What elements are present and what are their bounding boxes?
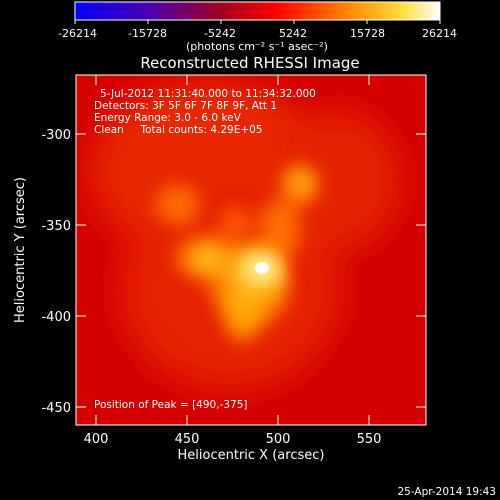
info-total-counts: Clean Total counts: 4.29E+05 <box>94 124 263 136</box>
info-time-range: 5-Jul-2012 11:31:40.000 to 11:34:32.000 <box>100 88 316 100</box>
x-tick-label: 550 <box>357 432 382 447</box>
colorbar-tick-label: 5242 <box>279 27 307 40</box>
peak-position-label: Position of Peak = [490,-375] <box>94 399 248 411</box>
colorbar-tick-label: -26214 <box>58 27 97 40</box>
x-tick-label: 500 <box>266 432 291 447</box>
info-detectors: Detectors: 3F 5F 6F 7F 8F 9F, Att 1 <box>94 100 277 112</box>
y-tick-label: -300 <box>41 128 71 143</box>
colorbar-ticks <box>74 20 441 24</box>
x-tick-label: 400 <box>84 432 109 447</box>
y-tick-label: -400 <box>41 310 71 325</box>
y-tick-label: -350 <box>41 219 71 234</box>
plot-frame <box>75 74 427 426</box>
x-ticks <box>95 75 370 425</box>
y-ticks <box>76 133 426 408</box>
colorbar <box>74 1 441 21</box>
colorbar-unit-label: (photons cm⁻² s⁻¹ asec⁻²) <box>186 40 328 53</box>
x-tick-label: 450 <box>175 432 200 447</box>
colorbar-tick-label: 15728 <box>350 27 385 40</box>
colorbar-tick-label: -5242 <box>204 27 236 40</box>
x-axis-label: Heliocentric X (arcsec) <box>178 448 325 463</box>
y-tick-label: -450 <box>41 401 71 416</box>
colorbar-tick-label: -15728 <box>128 27 167 40</box>
info-energy-range: Energy Range: 3.0 - 6.0 keV <box>94 112 242 124</box>
colorbar-tick-label: 26214 <box>422 27 457 40</box>
plot-title: Reconstructed RHESSI Image <box>140 54 359 72</box>
y-axis-label: Heliocentric Y (arcsec) <box>13 177 28 323</box>
flare-image <box>76 75 426 425</box>
timestamp: 25-Apr-2014 19:43 <box>397 486 496 498</box>
